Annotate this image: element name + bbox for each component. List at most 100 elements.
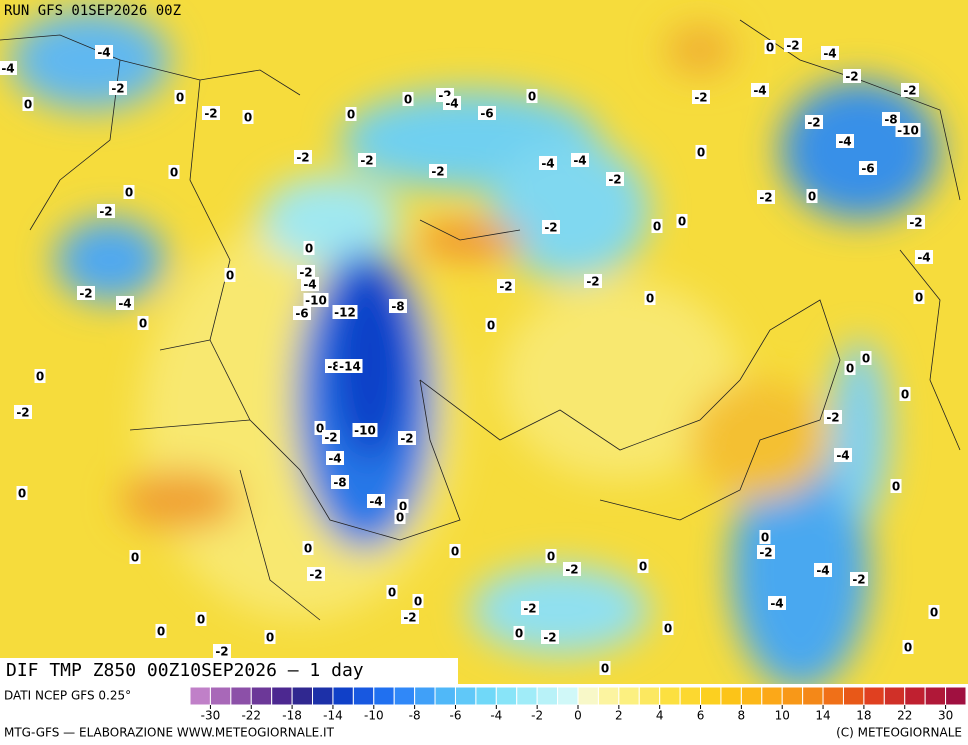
contour-label: 0	[915, 291, 923, 305]
contour-label: 0	[197, 613, 205, 627]
contour-label-bg	[174, 90, 186, 104]
colorbar-swatch	[822, 686, 844, 706]
contour-label-bg	[331, 475, 349, 489]
contour-label-bg	[77, 286, 95, 300]
colorbar-swatch	[209, 686, 232, 706]
contour-label-bg	[294, 150, 312, 164]
colorbar-swatch	[332, 686, 354, 706]
colorbar-swatch	[842, 686, 865, 706]
colorbar-swatch	[475, 686, 497, 706]
contour-label: -2	[759, 546, 772, 560]
contour-label-bg	[662, 621, 674, 635]
contour-label-bg	[901, 83, 919, 97]
contour-label: -10	[897, 124, 919, 138]
contour-label: -4	[836, 449, 849, 463]
contour-label: 0	[761, 531, 769, 545]
contour-label-bg	[844, 361, 856, 375]
contour-label-bg	[757, 190, 775, 204]
contour-label: 0	[388, 586, 396, 600]
colorbar-tick-label: -22	[241, 709, 261, 723]
colorbar-tick-label: -10	[364, 709, 384, 723]
colorbar-swatch	[924, 686, 947, 706]
contour-label: -2	[786, 39, 799, 53]
contour-label: -4	[541, 157, 554, 171]
contour-label-bg	[485, 318, 497, 332]
contour-label: -4	[303, 278, 316, 292]
contour-label: -4	[97, 46, 110, 60]
contour-label: -4	[445, 97, 458, 111]
footer-right: (C) METEOGIORNALE	[836, 726, 962, 740]
contour-label-bg	[97, 204, 115, 218]
colorbar-swatch	[557, 686, 579, 706]
colorbar-tick-label: 22	[897, 709, 912, 723]
contour-label: -2	[324, 431, 337, 445]
contour-label-bg	[821, 46, 839, 60]
colorbar-tick-label: -2	[531, 709, 543, 723]
contour-label: -4	[573, 154, 586, 168]
contour-label: 0	[266, 631, 274, 645]
contour-label-bg	[326, 451, 344, 465]
contour-label-bg	[882, 112, 900, 126]
contour-label: 0	[139, 317, 147, 331]
contour-label-bg	[264, 630, 276, 644]
colorbar-swatch	[516, 686, 538, 706]
contour-label: -2	[99, 205, 112, 219]
contour-labels: -4-200-2 0-400 -2-4-60-2 -2-2-4 -4-2-2 -40 -2-…	[0, 38, 940, 676]
contour-label-bg	[224, 268, 236, 282]
contour-label: -6	[861, 162, 874, 176]
contour-label-bg	[890, 479, 902, 493]
contour-label: -2	[543, 631, 556, 645]
colorbar-swatch	[352, 686, 375, 706]
colorbar-swatch	[679, 686, 702, 706]
contour-label-bg	[322, 430, 340, 444]
contour-label: -2	[608, 173, 621, 187]
contour-label: 0	[846, 362, 854, 376]
colorbar-swatch	[189, 686, 211, 706]
colorbar-swatch	[434, 686, 456, 706]
contour-label: -10	[354, 424, 376, 438]
contour-label-bg	[895, 123, 921, 137]
contour-label-bg	[358, 153, 376, 167]
colorbar-swatch	[659, 686, 681, 706]
contour-label: -8	[884, 113, 897, 127]
contour-label-bg	[860, 351, 872, 365]
contour-label-bg	[16, 486, 28, 500]
colorbar-swatch	[945, 686, 967, 706]
contour-label: -4	[1, 62, 14, 76]
contour-label: -6	[295, 307, 308, 321]
contour-label-bg	[521, 601, 539, 615]
contour-label: 0	[646, 292, 654, 306]
colorbar-tick-label: 10	[775, 709, 790, 723]
contour-label: -4	[328, 452, 341, 466]
contour-label: 0	[304, 542, 312, 556]
contour-label-bg	[637, 559, 649, 573]
contour-label-bg	[541, 630, 559, 644]
colorbar-tick-label: 4	[656, 709, 664, 723]
contour-label: -2	[204, 107, 217, 121]
contour-label: -8	[333, 476, 346, 490]
contour-label-bg	[293, 306, 311, 320]
contour-label: 0	[399, 500, 407, 514]
contour-label-bg	[695, 145, 707, 159]
colorbar-tick-label: 14	[815, 709, 830, 723]
contour-label-bg	[302, 541, 314, 555]
contour-label: -2	[807, 116, 820, 130]
contour-label-bg	[899, 387, 911, 401]
contour-label-bg	[449, 544, 461, 558]
contour-label: -8	[327, 360, 340, 374]
contour-label-bg	[402, 92, 414, 106]
data-source: DATI NCEP GFS 0.25°	[4, 689, 131, 703]
contour-label-bg	[902, 640, 914, 654]
contour-label-bg	[539, 156, 557, 170]
contour-label: -2	[431, 165, 444, 179]
contour-label: -2	[309, 568, 322, 582]
contour-label: 0	[766, 41, 774, 55]
contour-label: -2	[852, 573, 865, 587]
contour-label-bg	[429, 164, 447, 178]
contour-label: -8	[391, 300, 404, 314]
contour-label: 0	[653, 220, 661, 234]
contour-label: -4	[838, 135, 851, 149]
contour-label: 0	[901, 388, 909, 402]
contour-label-bg	[907, 215, 925, 229]
